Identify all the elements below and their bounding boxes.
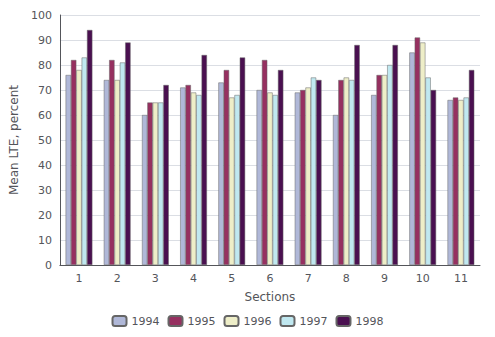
svg-text:6: 6 [266,272,273,285]
svg-text:10: 10 [416,272,430,285]
svg-text:10: 10 [38,234,52,247]
svg-text:20: 20 [38,209,52,222]
svg-text:9: 9 [381,272,388,285]
svg-text:Sections: Sections [245,290,296,304]
svg-text:3: 3 [152,272,159,285]
svg-text:60: 60 [38,109,52,122]
svg-text:80: 80 [38,59,52,72]
svg-text:Mean LTE, percent: Mean LTE, percent [7,85,21,195]
svg-text:90: 90 [38,34,52,47]
svg-text:11: 11 [454,272,468,285]
svg-text:30: 30 [38,184,52,197]
svg-text:1: 1 [75,272,82,285]
svg-text:4: 4 [190,272,197,285]
svg-text:50: 50 [38,134,52,147]
svg-text:0: 0 [45,259,52,272]
svg-text:8: 8 [343,272,350,285]
svg-text:100: 100 [31,9,52,22]
svg-text:1998: 1998 [355,315,383,328]
svg-text:70: 70 [38,84,52,97]
svg-text:1994: 1994 [132,315,160,328]
svg-text:7: 7 [305,272,312,285]
svg-text:1995: 1995 [188,315,216,328]
svg-text:1996: 1996 [244,315,272,328]
svg-text:2: 2 [114,272,121,285]
svg-text:5: 5 [228,272,235,285]
svg-text:40: 40 [38,159,52,172]
svg-text:1997: 1997 [299,315,327,328]
